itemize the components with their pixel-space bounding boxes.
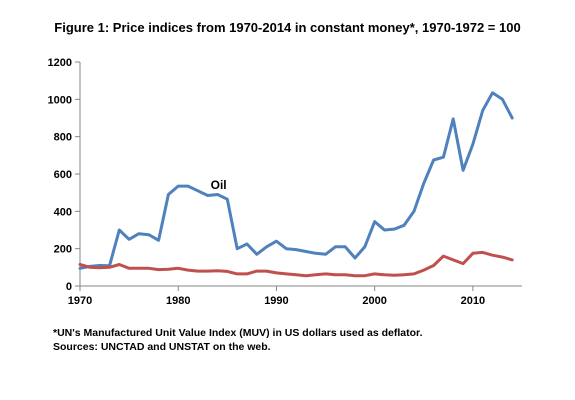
series-label: Oil xyxy=(211,178,227,192)
y-tick-label: 0 xyxy=(66,281,72,293)
y-tick-label: 800 xyxy=(54,132,72,144)
chart-series xyxy=(78,91,514,278)
x-tick-label: 1990 xyxy=(264,295,288,307)
oil-series-line xyxy=(78,91,514,270)
y-tick-label: 1000 xyxy=(48,94,72,106)
footnote: *UN's Manufactured Unit Value Index (MUV… xyxy=(53,326,422,354)
x-tick-label: 2000 xyxy=(362,295,386,307)
y-tick-label: 200 xyxy=(54,244,72,256)
y-tick-label: 1200 xyxy=(48,57,72,69)
chart-annotations: Oil xyxy=(211,178,227,192)
x-tick-label: 1970 xyxy=(68,295,92,307)
footnote-sources: Sources: UNCTAD and UNSTAT on the web. xyxy=(53,341,271,353)
y-tick-label: 400 xyxy=(54,206,72,218)
x-tick-label: 2010 xyxy=(461,295,485,307)
x-tick-label: 1980 xyxy=(166,295,190,307)
y-tick-label: 600 xyxy=(54,169,72,181)
series-2-series-line xyxy=(78,250,514,278)
chart-axes: 0 200 400 600 800 1000 1200 1970 1980 1990 2000 201… xyxy=(48,57,522,307)
footnote-deflator-note: *UN's Manufactured Unit Value Index (MUV… xyxy=(53,327,423,339)
chart-title: Figure 1: Price indices from 1970-2014 i… xyxy=(54,20,521,35)
